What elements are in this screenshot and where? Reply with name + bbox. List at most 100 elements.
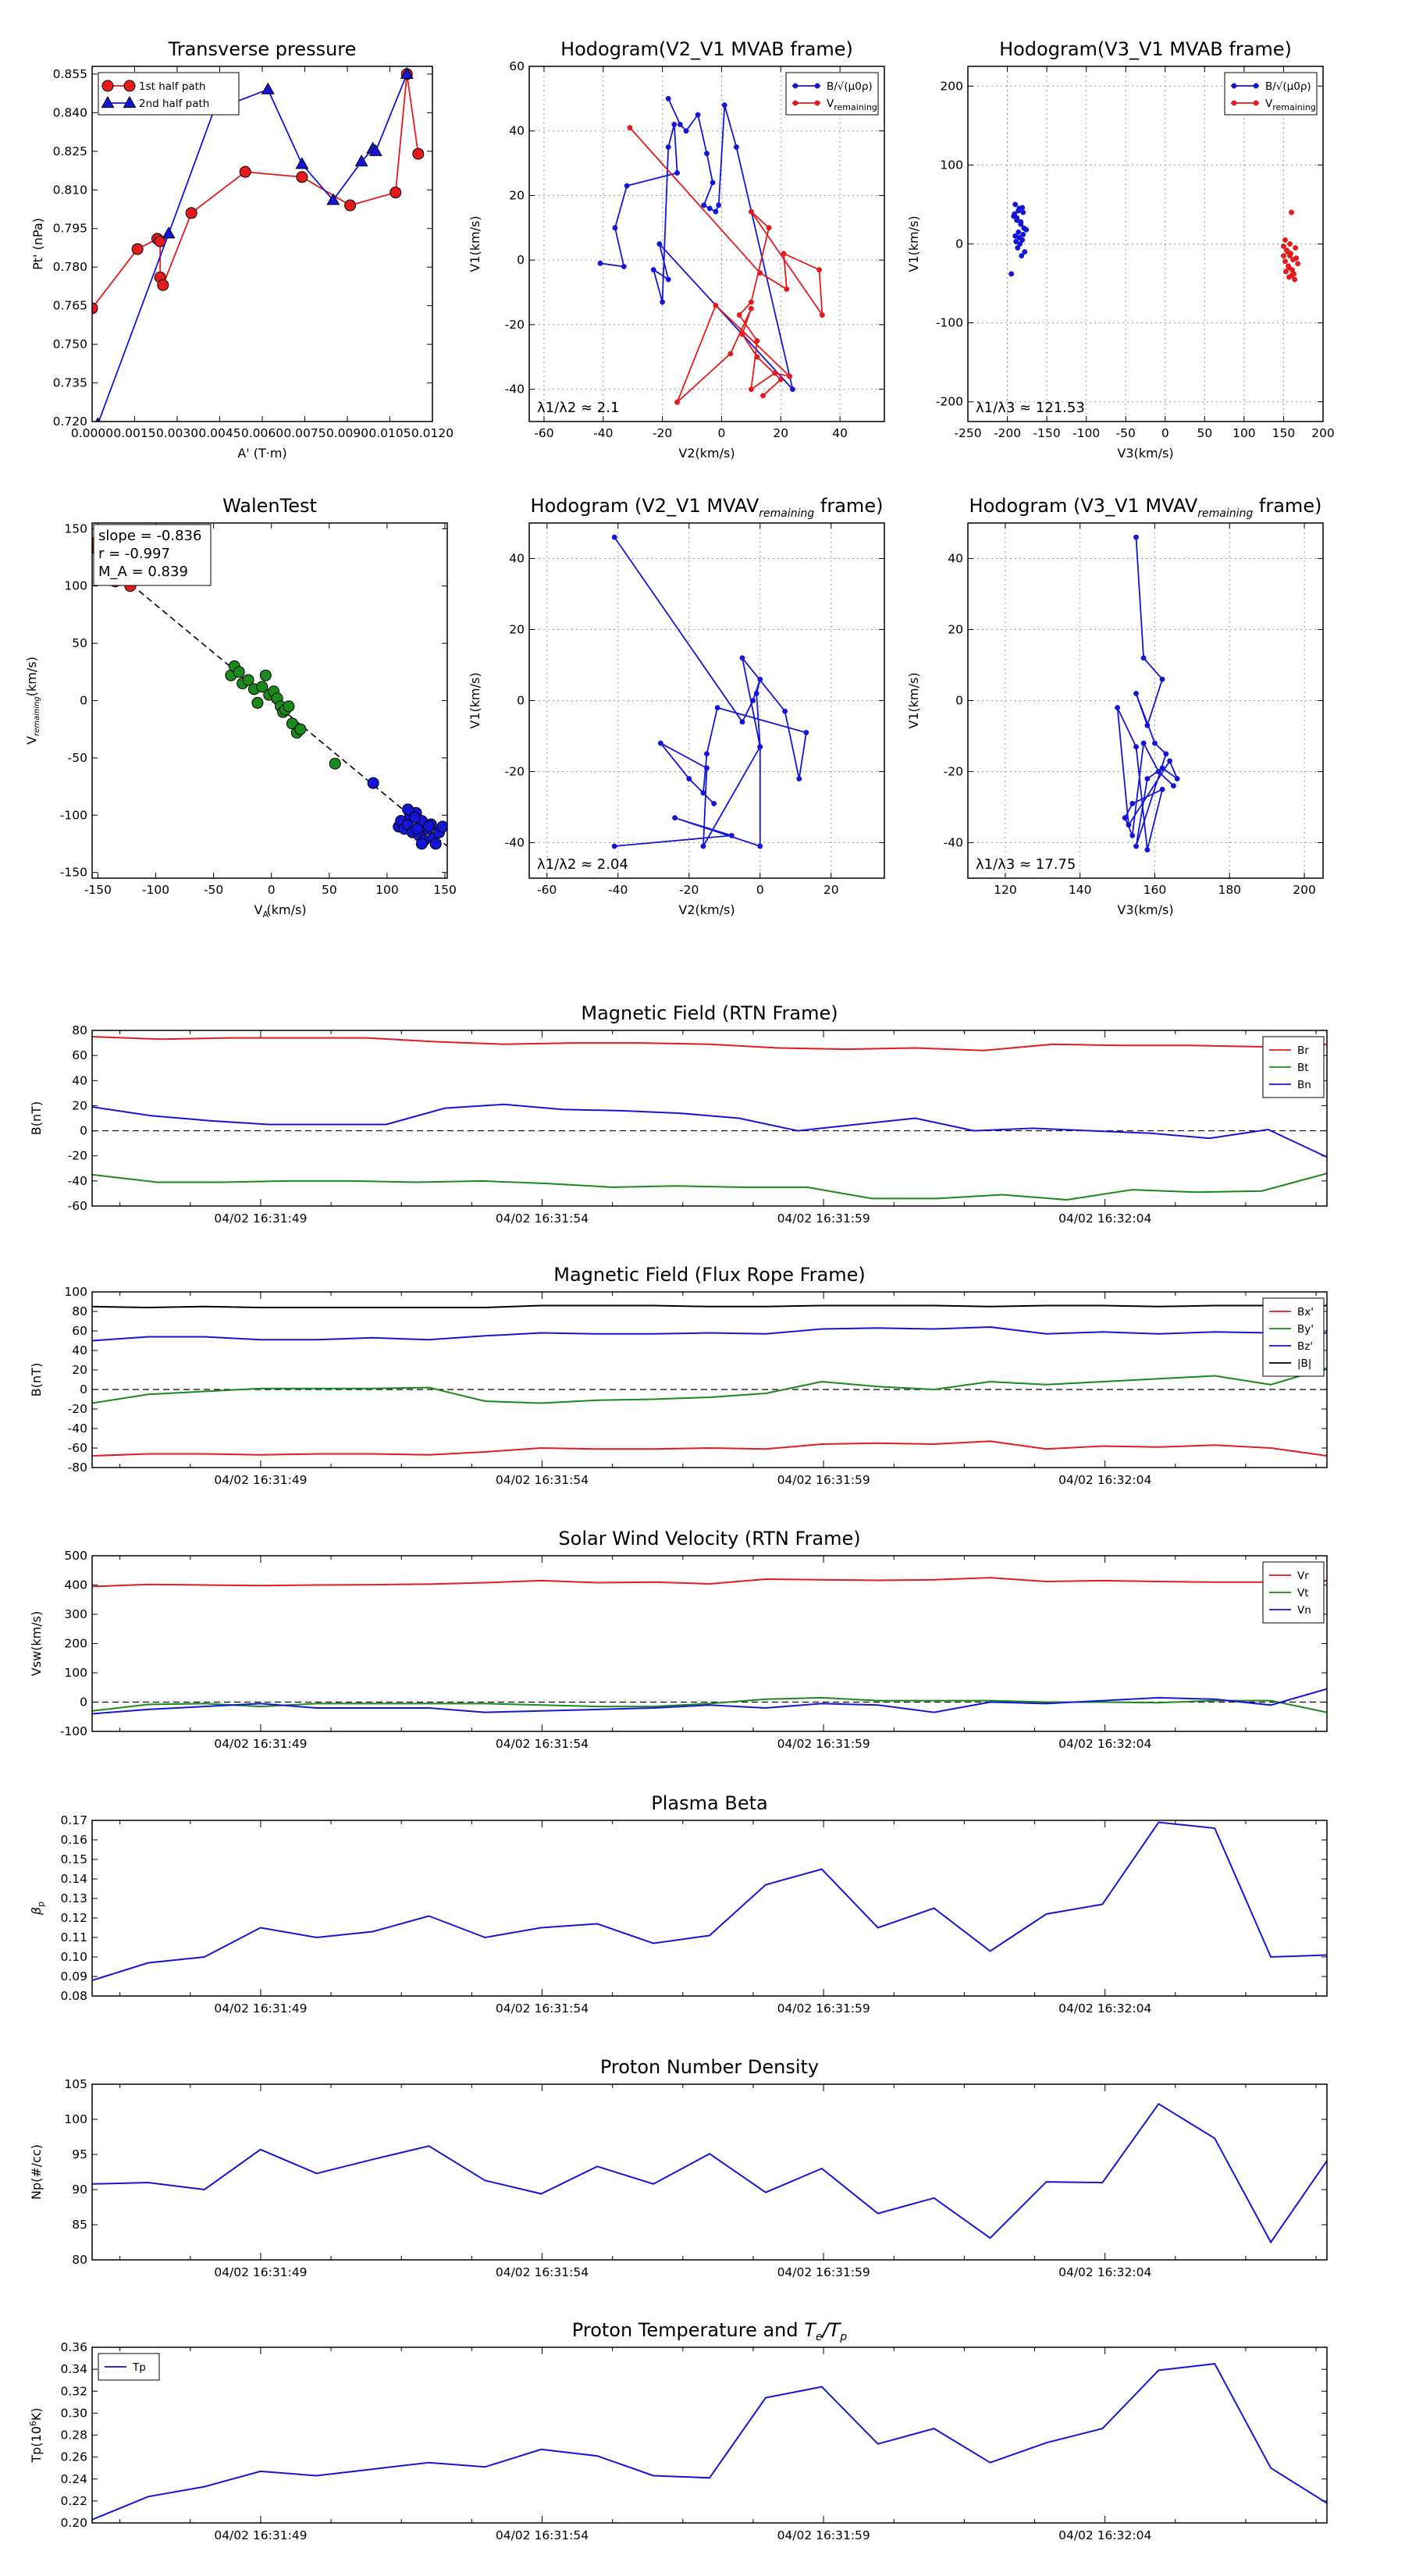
data-point: [700, 790, 706, 796]
data-point: [1159, 676, 1165, 682]
data-point: [597, 260, 603, 266]
stats-line: slope = -0.836: [98, 528, 201, 544]
x-axis-label: V3(km/s): [1117, 902, 1173, 917]
eigen-ratio-annotation: λ1/λ2 ≈ 2.04: [537, 856, 628, 873]
series-b-0-: [597, 95, 795, 393]
data-point: [261, 82, 275, 94]
data-point: [429, 838, 442, 850]
data-point: [294, 723, 307, 735]
legend: Bx' By' Bz' |B|: [1262, 1297, 1325, 1377]
data-point: [1295, 261, 1301, 267]
y-tick-label: -40: [505, 836, 525, 850]
data-point: [1018, 219, 1024, 225]
x-tick-label: -60: [534, 426, 553, 440]
data-point: [1288, 251, 1293, 257]
data-point: [1291, 271, 1297, 277]
data-point: [739, 719, 745, 725]
y-tick-label: 20: [509, 623, 525, 637]
data-point: [1167, 758, 1173, 764]
data-point: [286, 717, 298, 730]
chart-walen: WalenTest -150 -100 -50 0 50 100 150 -150 -100 -50…: [24, 495, 457, 920]
x-tick-label: -40: [593, 426, 613, 440]
data-point: [1144, 847, 1151, 853]
chart-title: Magnetic Field (Flux Rope Frame): [553, 1264, 865, 1286]
x-tick-label: 04/02 16:31:54: [496, 1737, 589, 1751]
plot-area: [597, 95, 825, 405]
x-tick-label: 100: [1232, 426, 1256, 440]
data-point: [660, 299, 666, 305]
legend-marker: [814, 83, 820, 89]
x-tick-label: -150: [84, 883, 112, 897]
legend-marker: [1253, 83, 1259, 89]
y-axis-label: Pt' (nPa): [30, 218, 45, 270]
x-tick-label: 04/02 16:31:49: [214, 2528, 307, 2542]
data-point: [748, 299, 754, 305]
data-point: [1133, 534, 1139, 540]
y-tick-label: 100: [64, 2112, 87, 2126]
y-tick-label: 0.30: [60, 2406, 87, 2420]
legend: B/√(μ0ρ) Vremaining: [1224, 72, 1318, 116]
data-point: [1115, 705, 1121, 711]
y-tick-label: 0.11: [60, 1930, 87, 1944]
series-late: [367, 777, 447, 850]
data-point: [296, 171, 308, 183]
y-tick-label: 0.825: [53, 144, 87, 158]
x-tick-label: 04/02 16:32:04: [1058, 1473, 1151, 1487]
series-np-line: [92, 2102, 1327, 2244]
y-tick-label: 0: [517, 694, 525, 708]
y-tick-label: 0.08: [60, 1989, 87, 2003]
x-tick-label: 04/02 16:31:59: [777, 2528, 870, 2542]
legend-marker: [123, 80, 136, 92]
data-point: [803, 730, 809, 735]
y-axis-label: Vremaining(km/s): [24, 656, 41, 745]
series-v-remaining: [627, 125, 825, 405]
data-point: [627, 125, 633, 131]
x-tick-label: 04/02 16:31:54: [496, 2001, 589, 2016]
y-tick-label: -150: [60, 866, 87, 880]
data-point: [1016, 208, 1022, 214]
legend-label: By': [1297, 1323, 1314, 1336]
chart-title: Hodogram (V2_V1 MVAVremaining frame): [531, 495, 884, 520]
x-tick-label: 0.0045: [198, 426, 240, 440]
data-point: [665, 276, 671, 283]
y-tick-label: 0.12: [60, 1911, 87, 1925]
y-tick-label: 40: [948, 552, 963, 566]
data-point: [1159, 786, 1165, 792]
data-point: [624, 183, 630, 189]
data-point: [1012, 201, 1019, 208]
legend-label: Bz': [1297, 1340, 1313, 1353]
y-tick-label: 500: [64, 1549, 87, 1563]
data-point: [1144, 722, 1151, 728]
y-tick-label: 0: [955, 237, 963, 251]
data-point: [714, 705, 720, 711]
series-line: [629, 126, 823, 403]
plot-area: [1008, 201, 1301, 283]
data-point: [672, 815, 678, 821]
series-v-remaining: [1280, 209, 1301, 283]
data-point: [611, 534, 617, 540]
data-point: [1284, 247, 1289, 254]
x-tick-label: 0.0105: [368, 426, 411, 440]
data-point: [695, 112, 701, 118]
data-point: [674, 399, 681, 405]
chart-title: Proton Number Density: [600, 2056, 819, 2078]
x-axis-label: V2(km/s): [678, 446, 735, 461]
data-point: [295, 157, 309, 169]
data-point: [728, 832, 735, 838]
data-point: [259, 669, 272, 681]
x-tick-label: 04/02 16:31:49: [214, 1212, 307, 1226]
series-by-line: [92, 1367, 1327, 1404]
chart-title: Proton Temperature and Te/Tp: [572, 2319, 848, 2343]
y-tick-label: 0.24: [60, 2472, 87, 2486]
y-tick-label: 0: [80, 694, 87, 708]
legend-label: Bt: [1297, 1062, 1309, 1074]
data-point: [329, 757, 341, 770]
x-tick-label: 0: [1161, 426, 1169, 440]
y-tick-label: 0.765: [53, 299, 87, 313]
data-point: [711, 801, 717, 806]
y-tick-label: 40: [509, 552, 525, 566]
x-tick-label: 04/02 16:32:04: [1058, 1737, 1151, 1751]
x-tick-label: 0.0075: [283, 426, 325, 440]
stats-box: slope = -0.836 r = -0.997 M_A = 0.839: [93, 524, 212, 586]
data-point: [621, 264, 627, 269]
